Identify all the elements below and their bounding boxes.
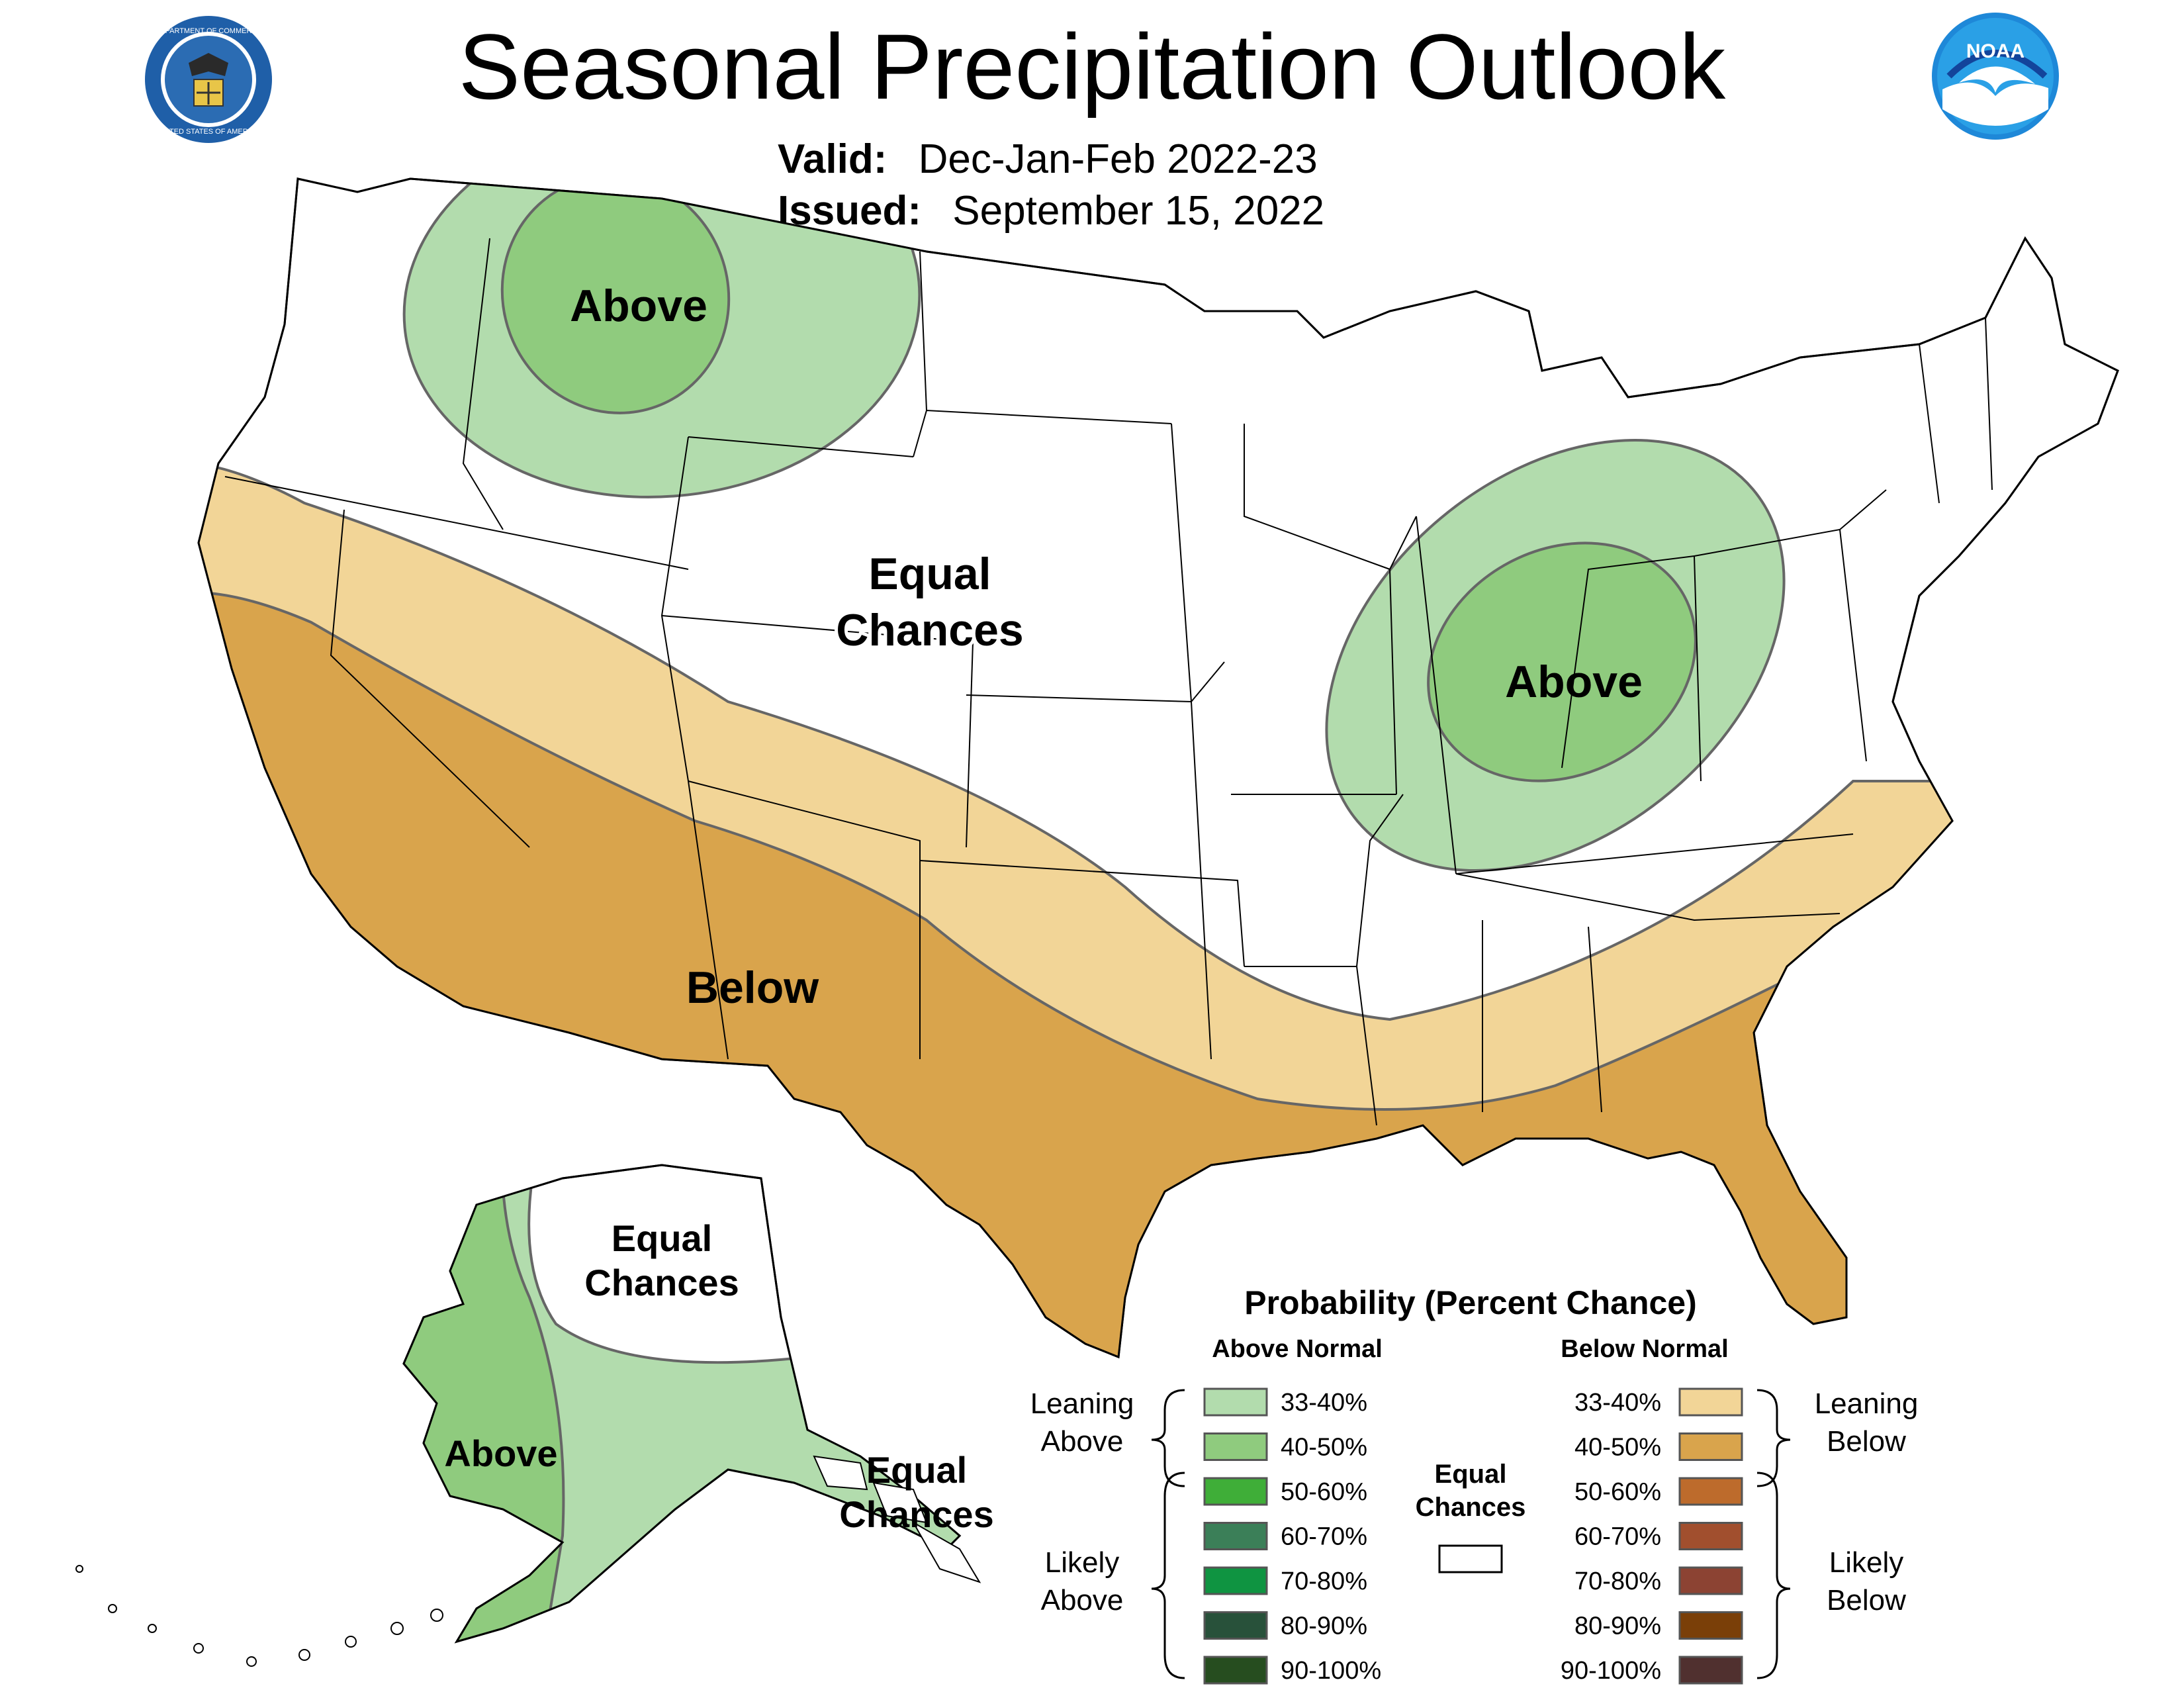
legend-below-header: Below Normal xyxy=(1561,1335,1728,1363)
below-swatch-group: 33-40% 40-50% 50-60% 60-70% 70-80% 80-90% 90-1… xyxy=(1561,1387,1743,1685)
page-title: Seasonal Precipitation Outlook xyxy=(458,15,1726,118)
below-swatch-3 xyxy=(1678,1522,1743,1550)
south-below-label: Below xyxy=(686,962,819,1013)
below-swatch-6 xyxy=(1678,1656,1743,1685)
below-swatch-label-2: 50-60% xyxy=(1574,1478,1661,1506)
midwest-above-label: Above xyxy=(1505,657,1643,707)
above-swatch-4 xyxy=(1203,1566,1268,1595)
leaning-above-label-1: Leaning xyxy=(1030,1387,1134,1420)
legend-equal-label-1: Equal xyxy=(1435,1460,1507,1489)
leaning-below-label-2: Below xyxy=(1827,1425,1906,1458)
ak-above-label: Above xyxy=(444,1432,557,1474)
legend-above-header: Above Normal xyxy=(1212,1335,1383,1363)
leaning-below-label-1: Leaning xyxy=(1815,1387,1919,1420)
below-swatch-label-5: 80-90% xyxy=(1574,1613,1661,1640)
above-swatch-0 xyxy=(1203,1387,1268,1417)
above-swatch-label-3: 60-70% xyxy=(1281,1523,1367,1551)
below-swatch-0 xyxy=(1678,1387,1743,1417)
se-alaska-islands xyxy=(813,1455,981,1583)
below-swatch-label-6: 90-100% xyxy=(1561,1657,1661,1685)
svg-text:DEPARTMENT OF COMMERCE: DEPARTMENT OF COMMERCE xyxy=(155,27,261,35)
below-swatch-1 xyxy=(1678,1432,1743,1461)
issued-value: September 15, 2022 xyxy=(952,188,1325,234)
se-ak-equal-label-2: Chances xyxy=(839,1493,993,1535)
svg-text:UNITED STATES OF AMERICA: UNITED STATES OF AMERICA xyxy=(157,128,261,136)
aleutian-islands xyxy=(75,1565,443,1667)
above-swatch-6 xyxy=(1203,1656,1268,1685)
above-swatch-5 xyxy=(1203,1611,1268,1640)
ak-equal-label-2: Chances xyxy=(584,1262,739,1303)
legend-equal-label-2: Chances xyxy=(1416,1493,1526,1522)
above-swatch-1 xyxy=(1203,1432,1268,1461)
se-ak-equal-label-1: Equal xyxy=(866,1449,967,1491)
below-swatch-5 xyxy=(1678,1611,1743,1640)
above-swatch-2 xyxy=(1203,1477,1268,1506)
ak-equal-label-1: Equal xyxy=(612,1217,712,1259)
nw-above-label: Above xyxy=(570,281,707,331)
legend-braces xyxy=(1151,1389,1791,1679)
legend: Probability (Percent Chance) Above Norma… xyxy=(1030,1284,1919,1685)
svg-text:NOAA: NOAA xyxy=(1966,40,2025,62)
below-swatch-label-0: 33-40% xyxy=(1574,1389,1661,1417)
above-swatch-group: 33-40% 40-50% 50-60% 60-70% 70-80% 80-90% 90-1… xyxy=(1203,1387,1381,1685)
above-swatch-label-2: 50-60% xyxy=(1281,1478,1367,1506)
likely-above-label-1: Likely xyxy=(1045,1546,1120,1579)
legend-equal-swatch xyxy=(1438,1544,1503,1573)
above-swatch-label-1: 40-50% xyxy=(1281,1434,1367,1462)
likely-below-label-2: Below xyxy=(1827,1584,1906,1617)
valid-label: Valid: xyxy=(778,136,887,182)
above-swatch-3 xyxy=(1203,1522,1268,1550)
above-swatch-label-4: 70-80% xyxy=(1281,1568,1367,1595)
below-swatch-label-3: 60-70% xyxy=(1574,1523,1661,1551)
valid-line: Valid: Dec-Jan-Feb 2022-23 xyxy=(778,136,1318,183)
likely-below-label-1: Likely xyxy=(1829,1546,1904,1579)
below-swatch-label-4: 70-80% xyxy=(1574,1568,1661,1595)
likely-above-label-2: Above xyxy=(1041,1584,1124,1617)
equal-chances-label-2: Chances xyxy=(836,605,1023,655)
equal-chances-label-1: Equal xyxy=(868,549,991,599)
leaning-above-label-2: Above xyxy=(1041,1425,1124,1458)
below-swatch-label-1: 40-50% xyxy=(1574,1434,1661,1462)
doc-seal-icon: DEPARTMENT OF COMMERCE UNITED STATES OF … xyxy=(145,16,272,143)
above-swatch-label-6: 90-100% xyxy=(1281,1657,1381,1685)
state-boundaries xyxy=(224,238,1993,1126)
below-swatch-2 xyxy=(1678,1477,1743,1506)
noaa-logo-icon: NOAA xyxy=(1932,13,2059,140)
above-swatch-label-5: 80-90% xyxy=(1281,1613,1367,1640)
above-swatch-label-0: 33-40% xyxy=(1281,1389,1367,1417)
valid-value: Dec-Jan-Feb 2022-23 xyxy=(918,136,1318,182)
below-swatch-4 xyxy=(1678,1566,1743,1595)
legend-title: Probability (Percent Chance) xyxy=(1244,1284,1697,1321)
